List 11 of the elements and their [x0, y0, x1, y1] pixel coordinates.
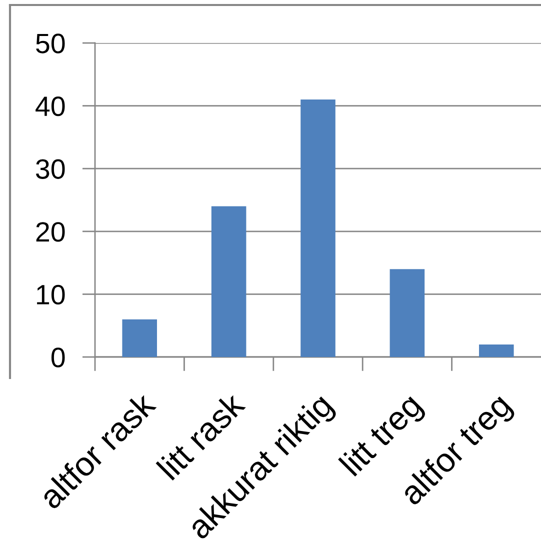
y-tick-label: 0 — [51, 348, 65, 368]
bar — [479, 344, 514, 357]
y-tick-label: 10 — [37, 284, 65, 305]
bar — [390, 269, 425, 357]
y-tick-label: 20 — [36, 222, 65, 242]
y-tick-label: 40 — [36, 96, 65, 116]
y-tick-label: 30 — [36, 159, 65, 179]
bar — [300, 100, 336, 357]
bar — [122, 319, 157, 357]
bar — [211, 206, 246, 357]
y-tick-label: 50 — [36, 34, 65, 54]
